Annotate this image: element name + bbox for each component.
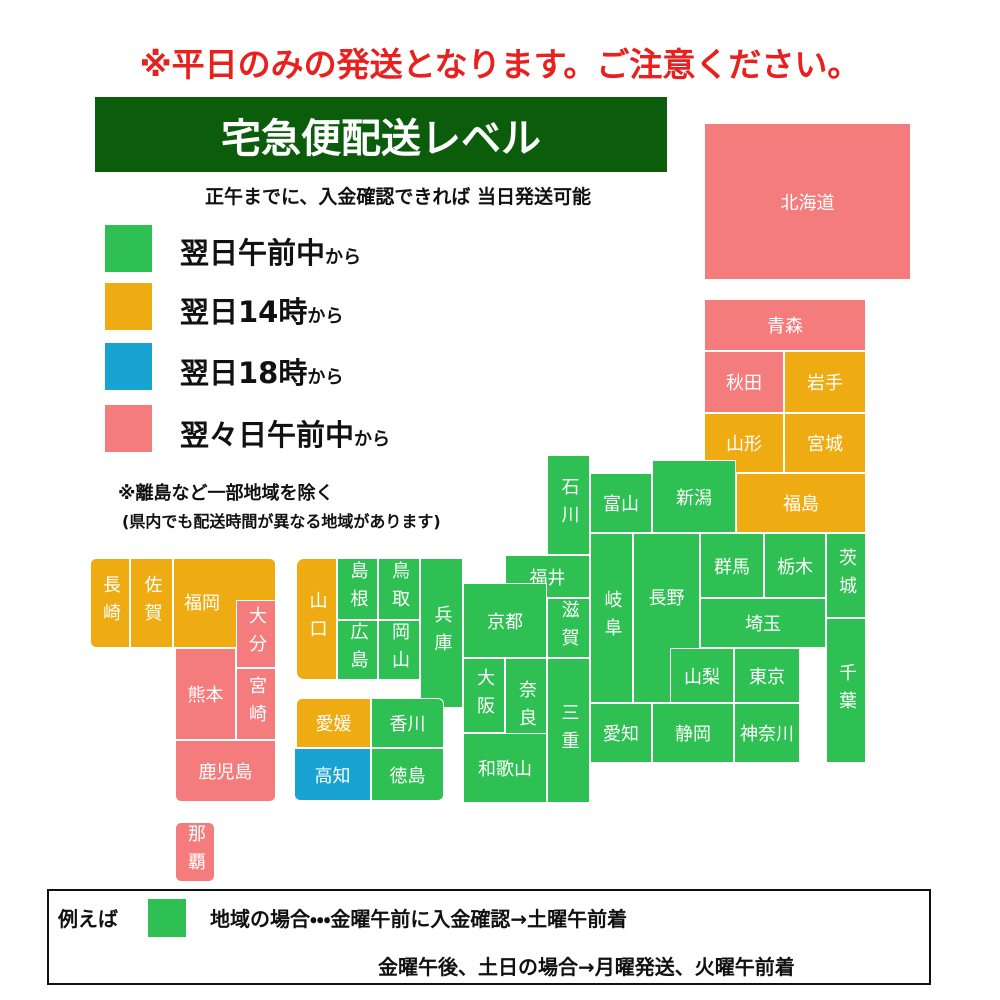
legend-label: 翌々日午前中	[180, 418, 355, 452]
legend-label: 翌日14時	[180, 295, 308, 329]
legend-suffix: から	[354, 429, 391, 450]
region: 群馬	[700, 533, 764, 598]
region: 京都	[463, 583, 547, 658]
region: 徳島	[371, 748, 444, 801]
region: 埼玉	[700, 598, 826, 648]
example-box: 例えば 地域の場合・・・金曜午前に入金確認→土曜午前着 金曜午後、土日の場合→月…	[47, 889, 931, 985]
region: 大分	[236, 600, 276, 668]
legend-swatch	[105, 343, 152, 390]
region: 新潟	[652, 460, 736, 533]
legend-suffix: から	[325, 247, 362, 268]
region: 三重	[547, 658, 590, 803]
region: 山口	[296, 558, 337, 680]
legend-suffix: から	[307, 306, 344, 327]
legend-label: 翌日18時	[180, 356, 308, 390]
region: 石川	[547, 455, 590, 555]
example-swatch	[148, 899, 186, 937]
legend-suffix: から	[307, 367, 344, 388]
region: 山梨	[670, 648, 734, 703]
region: 広島	[337, 620, 378, 680]
region: 岡山	[378, 620, 420, 680]
subtitle: 正午までに、入金確認できれば 当日発送可能	[205, 186, 592, 208]
example-text: 地域の場合・・・金曜午前に入金確認→土曜午前着	[210, 907, 628, 931]
legend-label: 翌日午前中	[180, 236, 326, 270]
legend-swatch	[105, 405, 152, 452]
region: 富山	[590, 473, 652, 533]
region: 千葉	[826, 618, 866, 763]
region: 福島	[736, 473, 866, 533]
legend-item: 翌日午前中から	[180, 230, 361, 272]
region: 佐賀	[130, 558, 173, 648]
notice: ※平日のみの発送となります。ご注意ください。	[139, 45, 861, 84]
region: 和歌山	[463, 733, 547, 803]
legend-item: 翌日18時から	[180, 350, 343, 392]
region: 那覇	[175, 822, 215, 882]
region: 高知	[294, 748, 371, 801]
legend-item: 翌日14時から	[180, 289, 343, 331]
region: 長崎	[90, 558, 130, 648]
region: 北海道	[704, 123, 911, 280]
legend-swatch	[105, 283, 152, 330]
region: 青森	[704, 299, 866, 351]
title: 宅急便配送レベル	[95, 97, 667, 172]
region: 島根	[337, 558, 378, 620]
example-lead: 例えば	[58, 907, 118, 931]
legend-swatch	[105, 225, 152, 272]
note: ※離島など一部地域を除く	[118, 483, 334, 504]
region: 鳥取	[378, 558, 420, 620]
region: 岐阜	[590, 533, 633, 703]
region: 東京	[734, 648, 800, 703]
region: 鹿児島	[175, 740, 276, 802]
region: 愛媛	[296, 698, 371, 748]
region: 静岡	[652, 703, 734, 763]
region: 兵庫	[420, 558, 463, 708]
note: (県内でも配送時間が異なる地域があります)	[122, 512, 441, 531]
region: 熊本	[175, 648, 236, 740]
region: 宮崎	[236, 668, 276, 740]
region: 愛知	[590, 703, 652, 763]
region: 茨城	[826, 533, 866, 618]
region: 岩手	[784, 351, 866, 413]
legend-item: 翌々日午前中から	[180, 412, 390, 454]
region: 宮城	[784, 413, 866, 473]
region: 秋田	[704, 351, 784, 413]
region: 香川	[371, 698, 444, 748]
example-text: 金曜午後、土日の場合→月曜発送、火曜午前着	[378, 955, 795, 979]
region: 滋賀	[547, 598, 590, 658]
region: 神奈川	[734, 703, 800, 763]
region: 大阪	[463, 658, 505, 733]
region: 栃木	[764, 533, 826, 598]
